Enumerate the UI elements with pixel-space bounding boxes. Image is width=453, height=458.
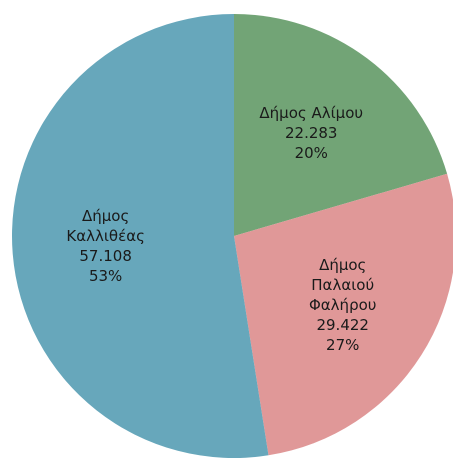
pie-slice	[234, 14, 448, 236]
category-label: Δήμος Καλλιθέας	[66, 207, 145, 246]
value-label: 57.108	[79, 247, 132, 266]
percentage-label: 20%	[294, 143, 328, 162]
value-label: 22.283	[284, 123, 338, 142]
slice-label: Δήμος Καλλιθέας 57.108 53%	[61, 206, 151, 286]
category-label: Δήμος Αλίμου	[259, 103, 364, 122]
percentage-label: 53%	[88, 267, 123, 286]
value-label: 29.422	[316, 315, 369, 334]
category-label: Δήμος Παλαιού Φαλήρου	[308, 255, 377, 314]
slice-label: Δήμος Παλαιού Φαλήρου 29.422 27%	[303, 255, 383, 355]
pie-slice	[12, 14, 269, 458]
pie-slice	[234, 173, 453, 456]
slice-label: Δήμος Αλίμου 22.283 20%	[246, 103, 376, 163]
percentage-label: 27%	[326, 335, 360, 354]
